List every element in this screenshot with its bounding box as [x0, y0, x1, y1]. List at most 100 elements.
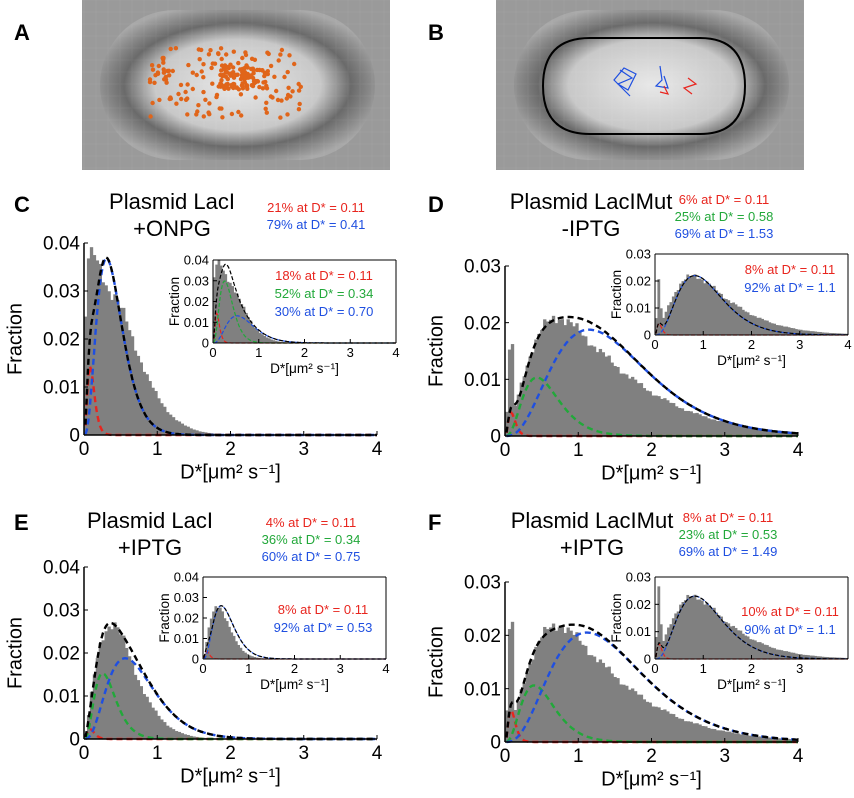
localization-point: [278, 52, 283, 57]
panel-e-inset-histogram-bar: [235, 641, 238, 659]
panel-d-main-histogram-bar: [628, 378, 632, 436]
panel-d-main-histogram-bar: [531, 352, 535, 436]
localization-point: [148, 114, 153, 119]
panel-c-inset-histogram-bar: [226, 281, 230, 343]
panel-d-inset-y-tick-label: 0.01: [626, 301, 651, 316]
localization-point: [219, 56, 224, 62]
localization-point: [243, 50, 248, 55]
panel-d-main-histogram-bar: [505, 411, 509, 436]
panel-d-main-histogram-bar: [762, 428, 767, 436]
panel-d-inset-x-axis-label: D*[μm² s⁻¹]: [717, 353, 786, 368]
panel-d-main-y-axis-label: Fraction: [425, 315, 447, 387]
localization-point: [168, 95, 173, 100]
localization-point: [236, 87, 241, 92]
localization-point: [261, 80, 266, 85]
panel-e-inset-histogram-bar: [219, 607, 222, 659]
panel-f-inset-legend-entry: 90% at D* = 1.1: [744, 622, 835, 637]
panel-f-main-histogram-bar: [581, 644, 585, 742]
panel-c-inset-histogram-bar: [272, 340, 276, 343]
panel-d-inset-histogram-bar: [794, 329, 798, 335]
panel-f-inset-histogram-bar: [655, 636, 658, 659]
panel-d-main-histogram-bar: [572, 326, 576, 436]
localization-point: [201, 75, 206, 80]
panel-e-inset-x-tick-label: 1: [245, 661, 252, 676]
panel-d-main-histogram-bar: [651, 395, 655, 436]
panel-f-inset-histogram-bar: [806, 655, 810, 659]
panel-f-inset-histogram-bar: [674, 613, 678, 659]
localization-point: [149, 62, 155, 68]
panel-f-inset-histogram-bar: [700, 600, 704, 659]
localization-point: [274, 88, 279, 94]
panel-label-f: F: [428, 510, 442, 535]
panel-d-inset-histogram-bar: [700, 279, 704, 335]
panel-d-inset-histogram-bar: [799, 329, 803, 335]
panel-c-main-histogram-bar: [113, 294, 117, 435]
panel-d-inset-histogram-bar: [790, 328, 793, 335]
localization-point: [264, 83, 269, 89]
panel-f-main-histogram-bar: [546, 629, 550, 742]
localization-point: [249, 83, 254, 88]
panel-c-main-y-axis-label: Fraction: [4, 303, 26, 375]
panel-f-main-histogram-bar: [689, 721, 693, 742]
panel-f-main-x-tick-label: 3: [719, 746, 730, 767]
panel-e-main-histogram-bar: [122, 635, 126, 739]
panel-d-inset-histogram-bar: [739, 306, 743, 335]
panel-d-main-histogram-bar: [625, 374, 629, 436]
panel-f-inset-histogram-bar: [811, 655, 815, 659]
panel-f-main-histogram-bar: [695, 723, 699, 742]
panel-d-inset-histogram-bar: [765, 320, 769, 335]
panel-e-main-histogram-bar: [157, 715, 161, 739]
panel-d-inset-histogram-bar: [746, 312, 750, 335]
localization-point: [252, 57, 258, 62]
panel-f-main-histogram-bar: [651, 706, 655, 742]
panel-f-main-histogram-bar: [566, 627, 570, 742]
panel-e-inset-histogram-bar: [205, 641, 208, 659]
panel-f-inset-histogram-bar: [790, 652, 793, 659]
panel-e-legend-entry: 4% at D* = 0.11: [266, 515, 356, 530]
panel-f-inset-histogram-bar: [741, 633, 745, 659]
panel-f-inset-histogram-bar: [819, 656, 822, 659]
panel-c-main-histogram-bar: [89, 247, 94, 435]
panel-d-main-histogram-bar: [689, 411, 693, 436]
panel-c-main-histogram-bar: [116, 300, 120, 435]
panel-c-inset-histogram-bar: [274, 340, 278, 343]
localization-point: [201, 61, 206, 67]
panel-f-main-histogram-bar: [713, 729, 717, 742]
panel-f-inset-y-tick-label: 0.03: [626, 570, 651, 585]
panel-d-inset-y-tick-label: 0.02: [626, 274, 651, 289]
panel-d-main-histogram-bar: [701, 416, 705, 436]
panel-f-main-histogram-bar: [739, 734, 743, 742]
panel-d-inset-histogram-bar: [688, 276, 692, 335]
panel-e-main-x-tick-label: 3: [298, 743, 309, 764]
panel-d-inset-histogram-bar: [819, 332, 822, 335]
panel-e-inset-histogram-bar: [239, 647, 243, 659]
panel-d-inset-histogram-bar: [679, 283, 682, 335]
panel-e-inset-y-tick-label: 0.04: [174, 570, 199, 585]
panel-e-main-histogram-bar: [166, 725, 170, 739]
localization-point: [296, 88, 302, 93]
localization-point: [268, 94, 274, 99]
localization-point: [185, 82, 190, 87]
panel-e-main-histogram-bar: [110, 629, 114, 739]
panel-d-legend-entry: 25% at D* = 0.58: [675, 209, 774, 224]
panel-d-main-histogram-bar: [584, 336, 588, 436]
panel-d-inset-histogram-bar: [674, 291, 678, 335]
panel-f-inset-histogram-bar: [708, 605, 711, 659]
panel-e-legend-entry: 60% at D* = 0.75: [262, 549, 361, 564]
panel-c-inset-fit-curve: [213, 280, 396, 344]
localization-point: [190, 70, 195, 75]
panel-d-inset-histogram-bar: [676, 290, 680, 335]
panel-e-inset-legend-entry: 92% at D* = 0.53: [274, 620, 373, 635]
localization-point: [229, 82, 234, 88]
panel-d-main-histogram-bar: [633, 379, 638, 436]
panel-f-legend-entry: 8% at D* = 0.11: [683, 510, 773, 525]
panel-d-main-y-tick-label: 0.03: [464, 257, 501, 278]
panel-c-main-histogram-bar: [95, 260, 100, 435]
panel-f-inset-histogram-bar: [737, 630, 740, 659]
panel-c-inset-y-tick-label: 0.02: [184, 294, 209, 309]
localization-point: [276, 58, 281, 63]
panel-f-inset-histogram-bar: [828, 657, 832, 659]
panel-c-main-histogram-bar: [101, 282, 105, 435]
panel-c-main-histogram-bar: [204, 432, 208, 435]
panel-f-main-histogram-bar: [572, 634, 576, 742]
